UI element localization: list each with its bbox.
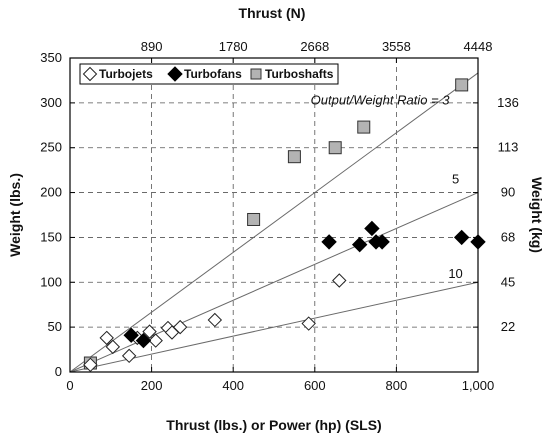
top-tick-label: 1780 — [219, 39, 248, 54]
grid-lines — [70, 58, 478, 372]
legend-label-turboshafts: Turboshafts — [265, 67, 334, 81]
turbofans-point — [123, 327, 139, 343]
tick-labels: 0 200 400 600 800 1,000 0 50 100 150 200 250 300 350 8… — [40, 39, 519, 393]
y-axis-title: Weight (lbs.) — [7, 173, 23, 257]
legend-marker-turbojets — [82, 66, 98, 82]
y-tick-label: 0 — [55, 364, 62, 379]
legend-box — [79, 63, 339, 85]
y-tick-label: 350 — [40, 50, 62, 65]
legend-marker-turbofans — [167, 66, 183, 82]
data-points — [83, 78, 486, 373]
x-tick-label: 600 — [304, 378, 326, 393]
y-tick-label: 300 — [40, 95, 62, 110]
turbofans-point — [453, 229, 470, 246]
ratio-label: 10 — [448, 266, 462, 281]
right-axis-title: Weight (kg) — [529, 177, 545, 253]
turbojets-point — [99, 330, 114, 346]
turbojets-point — [148, 333, 163, 348]
turbofans-point — [351, 236, 368, 253]
legend-label-turbofans: Turbofans — [184, 67, 242, 81]
turbofans-point — [470, 234, 486, 250]
right-tick-label: 68 — [501, 229, 515, 244]
turbofans-point — [364, 220, 380, 237]
top-axis-title: Thrust (N) — [239, 5, 306, 21]
legend-label-turbojets: Turbojets — [99, 67, 153, 81]
top-tick-label: 890 — [141, 39, 163, 54]
y-tick-label: 50 — [48, 319, 62, 334]
turboshafts-point — [357, 120, 371, 134]
right-tick-label: 113 — [498, 140, 519, 155]
turbofans-point — [321, 234, 337, 250]
ratio-label: 5 — [452, 172, 459, 187]
ratio-label: Output/Weight Ratio = 3 — [311, 93, 451, 108]
ratio-lines: Output/Weight Ratio = 3 5 10 — [69, 72, 479, 373]
turbofans-point — [374, 234, 390, 250]
right-tick-label: 90 — [501, 185, 515, 200]
turboshafts-point — [247, 212, 261, 226]
legend-marker-turboshafts — [250, 68, 262, 80]
turbofans-point — [135, 332, 152, 349]
top-tick-label: 3558 — [382, 39, 411, 54]
turboshafts-point — [328, 141, 342, 155]
ratio-line — [69, 281, 479, 373]
y-tick-label: 100 — [40, 274, 62, 289]
x-tick-label: 200 — [141, 378, 163, 393]
y-tick-label: 200 — [40, 185, 62, 200]
turboshafts-point — [455, 78, 469, 92]
y-tick-label: 150 — [40, 229, 62, 244]
x-tick-label: 800 — [386, 378, 408, 393]
right-tick-label: 45 — [501, 274, 515, 289]
y-tick-label: 250 — [40, 140, 62, 155]
turbojets-point — [207, 312, 223, 328]
x-tick-label: 400 — [222, 378, 244, 393]
right-tick-label: 22 — [501, 319, 515, 334]
top-tick-label: 2668 — [300, 39, 329, 54]
x-axis-title: Thrust (lbs.) or Power (hp) (SLS) — [166, 417, 381, 433]
turbojets-point — [332, 273, 347, 288]
x-tick-label: 0 — [66, 378, 73, 393]
turbojets-point — [142, 324, 157, 339]
turbojets-point — [105, 339, 121, 355]
x-tick-label: 1,000 — [462, 378, 495, 393]
turbojets-point — [121, 348, 137, 364]
turboshafts-point — [287, 150, 301, 164]
turbojets-point — [83, 357, 98, 373]
right-tick-label: 136 — [497, 95, 519, 110]
turbojets-point — [172, 319, 188, 335]
ratio-line — [69, 72, 479, 373]
top-tick-label: 4448 — [464, 39, 493, 54]
turbojets-point — [301, 316, 316, 331]
tick-marks — [69, 57, 479, 373]
plot-frame — [69, 57, 479, 373]
legend: Turbojets Turbofans Turboshafts — [79, 63, 339, 85]
